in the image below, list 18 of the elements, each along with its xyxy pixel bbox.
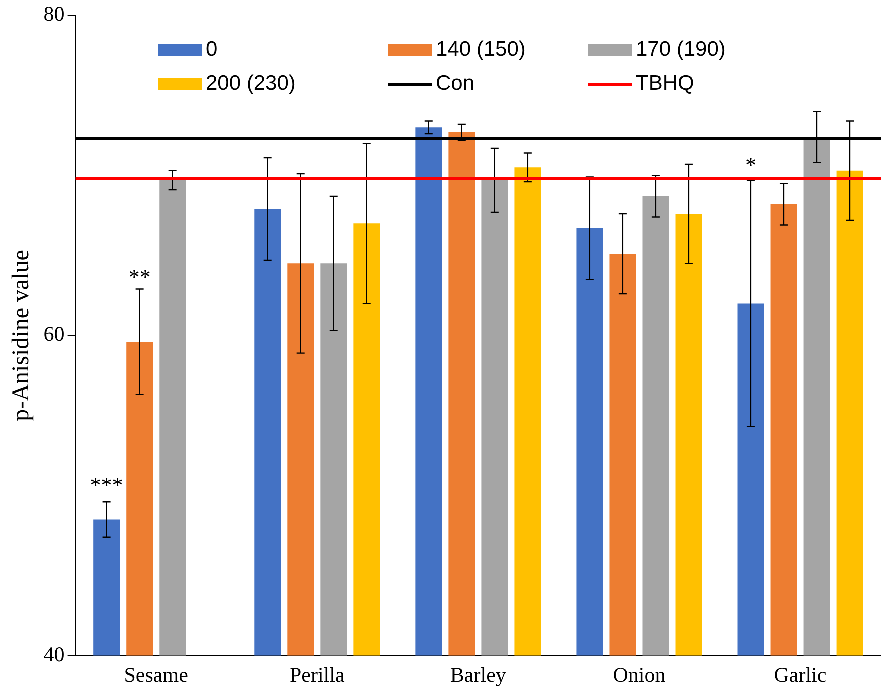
- legend-label: Con: [436, 72, 475, 96]
- y-tick-label: 80: [44, 2, 65, 26]
- x-tick-label: Garlic: [774, 662, 827, 687]
- y-axis-title: p-Anisidine value: [8, 250, 35, 422]
- annotation: ***: [90, 472, 124, 498]
- annotation: *: [745, 152, 756, 178]
- x-tick-label: Sesame: [124, 662, 188, 687]
- x-tick-label: Onion: [613, 662, 666, 687]
- annotation: **: [128, 264, 151, 290]
- x-tick-label: Perilla: [290, 662, 346, 687]
- x-tick-label: Barley: [450, 662, 507, 687]
- legend-label: 170 (190): [636, 38, 726, 62]
- legend-label: 140 (150): [436, 38, 526, 62]
- legend-label: TBHQ: [636, 72, 694, 96]
- legend-label: 0: [206, 38, 218, 62]
- y-tick-label: 60: [44, 322, 65, 346]
- y-tick-label: 40: [44, 642, 65, 666]
- legend-label: 200 (230): [206, 72, 296, 96]
